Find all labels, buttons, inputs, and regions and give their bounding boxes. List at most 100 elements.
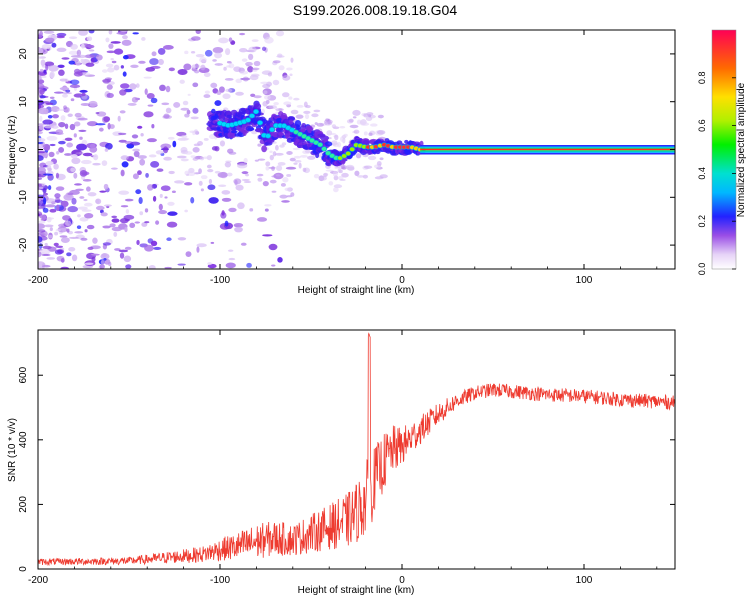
spectrogram-noise-blob (117, 115, 121, 122)
spectrogram-noise-blob (58, 121, 66, 128)
spectrogram-noise-blob (43, 197, 47, 205)
colorbar-label: Normalized spectral amplitude (736, 82, 747, 217)
spectrogram-noise-blob (120, 83, 130, 89)
spectrogram-noise-blob (55, 172, 60, 179)
spectrogram-faint-blob (265, 166, 270, 171)
spectrogram-noise-blob (101, 160, 108, 166)
spectrogram-y-ticks: -20 -10 0 10 20 (18, 48, 675, 252)
spectrogram-noise-blob (58, 69, 65, 76)
spectrogram-noise-blob (64, 123, 69, 130)
spectrogram-noise-blob (111, 60, 117, 64)
spectrogram-noise-blob (159, 193, 163, 198)
spectrogram-noise-blob (99, 264, 105, 269)
spectrogram-noise-blob (86, 186, 91, 192)
spectrogram-noise-blob (66, 252, 72, 257)
spectrogram-noise-blob (173, 102, 181, 108)
spectrogram-noise-blob (88, 100, 98, 107)
spectrogram-noise-blob (38, 251, 42, 258)
spectrogram-noise-blob (85, 62, 95, 67)
spectrogram-faint-blob (365, 116, 373, 121)
spectrogram-faint-blob (352, 116, 357, 119)
spectrogram-noise-blob (71, 197, 77, 205)
spectrogram-noise-blob (185, 251, 192, 258)
spectrogram-noise-blob (275, 30, 285, 37)
spectrogram-noise-blob (239, 32, 246, 36)
spectrogram-noise-blob (62, 215, 71, 221)
spectrogram-noise-blob (104, 148, 109, 152)
spectrogram-noise-blob (80, 58, 85, 63)
spectrogram-faint-blob (214, 63, 224, 66)
spectrogram-faint-blob (313, 173, 320, 179)
spectrogram-faint-blob (354, 170, 360, 177)
spectrogram-noise-blob (38, 236, 43, 243)
spectrogram-noise-blob (56, 255, 65, 262)
spectrogram-noise-blob (38, 166, 46, 174)
spectrogram-faint-blob (333, 187, 339, 193)
snr-x-tick-label: -100 (210, 575, 230, 586)
spectrogram-noise-blob (166, 237, 172, 241)
spectrogram-noise-blob (110, 41, 121, 44)
spectrogram-x-tick-label: 100 (576, 275, 593, 286)
spectrogram-noise-blob (139, 158, 146, 166)
spectrogram-noise-blob (54, 249, 63, 255)
spectrogram-noise-blob (38, 130, 43, 135)
spectrogram-noise-blob (80, 237, 88, 241)
spectrogram-faint-blob (339, 178, 346, 182)
spectrogram-noise-blob (141, 222, 148, 227)
spectrogram-noise-blob (228, 207, 237, 213)
spectrogram-noise-blob (67, 192, 74, 196)
spectrogram-faint-blob (245, 61, 253, 66)
spectrogram-noise-blob (129, 83, 137, 90)
spectrogram-carrier-band (420, 152, 675, 155)
spectrogram-noise-blob (224, 220, 229, 227)
spectrogram-noise-blob (140, 132, 144, 137)
spectrogram-noise-blob (64, 153, 72, 156)
spectrogram-noise-blob (42, 119, 53, 125)
spectrogram-noise-blob (122, 71, 127, 77)
spectrogram-noise-blob (143, 76, 152, 79)
spectrogram-faint-blob (242, 76, 249, 82)
spectrogram-noise-blob (158, 210, 168, 215)
spectrogram-noise-blob (41, 182, 46, 187)
spectrogram-ridge-core (345, 151, 352, 157)
spectrogram-noise-blob (87, 246, 94, 251)
spectrogram-noise-blob (118, 249, 129, 253)
spectrogram-noise-blob (177, 69, 188, 76)
spectrogram-noise-blob (79, 169, 88, 177)
spectrogram-noise-blob (168, 67, 175, 72)
spectrogram-ridge-blob (324, 141, 333, 147)
spectrogram-noise-blob (107, 67, 115, 73)
spectrogram-faint-blob (311, 113, 319, 118)
spectrogram-noise-blob (148, 154, 157, 158)
spectrogram-noise-blob (137, 155, 147, 159)
spectrogram-faint-blob (260, 81, 269, 85)
spectrogram-noise-blob (102, 242, 112, 246)
spectrogram-noise-blob (70, 154, 78, 159)
spectrogram-noise-blob (121, 39, 132, 46)
spectrogram-faint-blob (243, 180, 252, 184)
spectrogram-faint-blob (269, 154, 274, 161)
spectrogram-faint-blob (224, 77, 234, 81)
spectrogram-faint-blob (302, 167, 307, 173)
spectrogram-noise-blob (109, 223, 116, 228)
spectrogram-noise-blob (241, 171, 249, 175)
spectrogram-faint-blob (295, 114, 304, 119)
snr-y-tick-label: 0 (18, 566, 29, 572)
spectrogram-x-tick-label: -100 (210, 275, 230, 286)
spectrogram-noise-blob (79, 217, 89, 222)
spectrogram-noise-blob (79, 196, 85, 199)
spectrogram-noise-blob (56, 204, 60, 212)
spectrogram-noise-blob (160, 143, 172, 149)
spectrogram-noise-blob (38, 56, 42, 59)
spectrogram-noise-blob (38, 155, 44, 162)
spectrogram-faint-blob (180, 107, 190, 111)
spectrogram-faint-blob (226, 172, 233, 177)
spectrogram-noise-blob (144, 244, 154, 252)
spectrogram-noise-blob (42, 101, 51, 104)
spectrogram-x-tick-label: 0 (399, 275, 405, 286)
spectrogram-faint-blob (352, 109, 361, 116)
spectrogram-faint-blob (224, 161, 232, 168)
spectrogram-noise-blob (184, 182, 193, 186)
spectrogram-faint-blob (195, 53, 205, 58)
spectrogram-faint-blob (316, 122, 324, 127)
